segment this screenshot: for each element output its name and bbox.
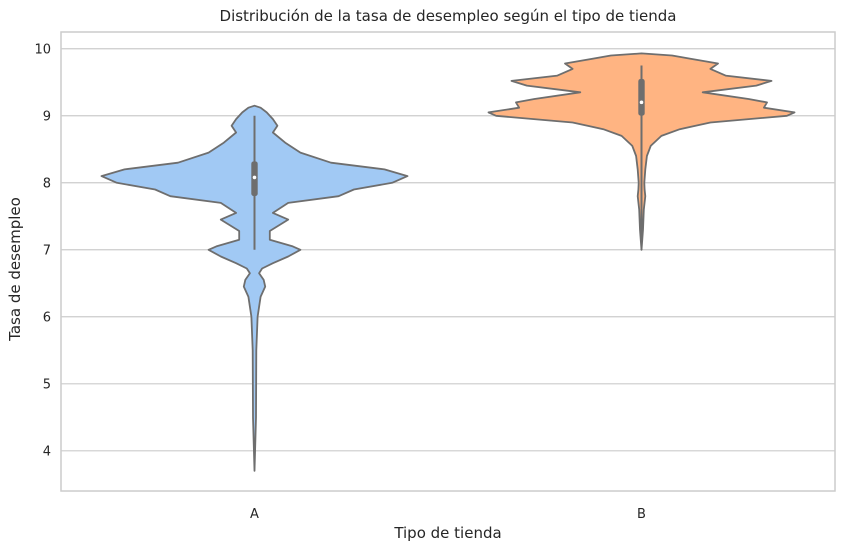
- iqr-box-b: [638, 78, 645, 116]
- y-tick-label: 9: [43, 109, 51, 124]
- median-marker-a: [252, 175, 257, 180]
- y-tick-label: 6: [43, 310, 51, 325]
- y-tick-label: 8: [43, 176, 51, 191]
- y-axis-label: Tasa de desempleo: [6, 197, 24, 342]
- x-tick-label: B: [637, 507, 646, 522]
- y-tick-label: 10: [34, 42, 51, 57]
- plot-frame: [60, 31, 836, 492]
- y-tick-label: 7: [43, 243, 51, 258]
- y-tick-label: 4: [43, 444, 51, 459]
- violins: [100, 52, 796, 472]
- violin-a: [100, 104, 409, 472]
- y-tick-label: 5: [43, 377, 51, 392]
- x-tick-label: A: [250, 507, 259, 522]
- chart-title: Distribución de la tasa de desempleo seg…: [220, 7, 677, 25]
- median-marker-b: [639, 100, 644, 105]
- axes: 4 5 6 7 8 9 10 A B: [34, 31, 836, 522]
- x-axis-label: Tipo de tienda: [393, 524, 501, 542]
